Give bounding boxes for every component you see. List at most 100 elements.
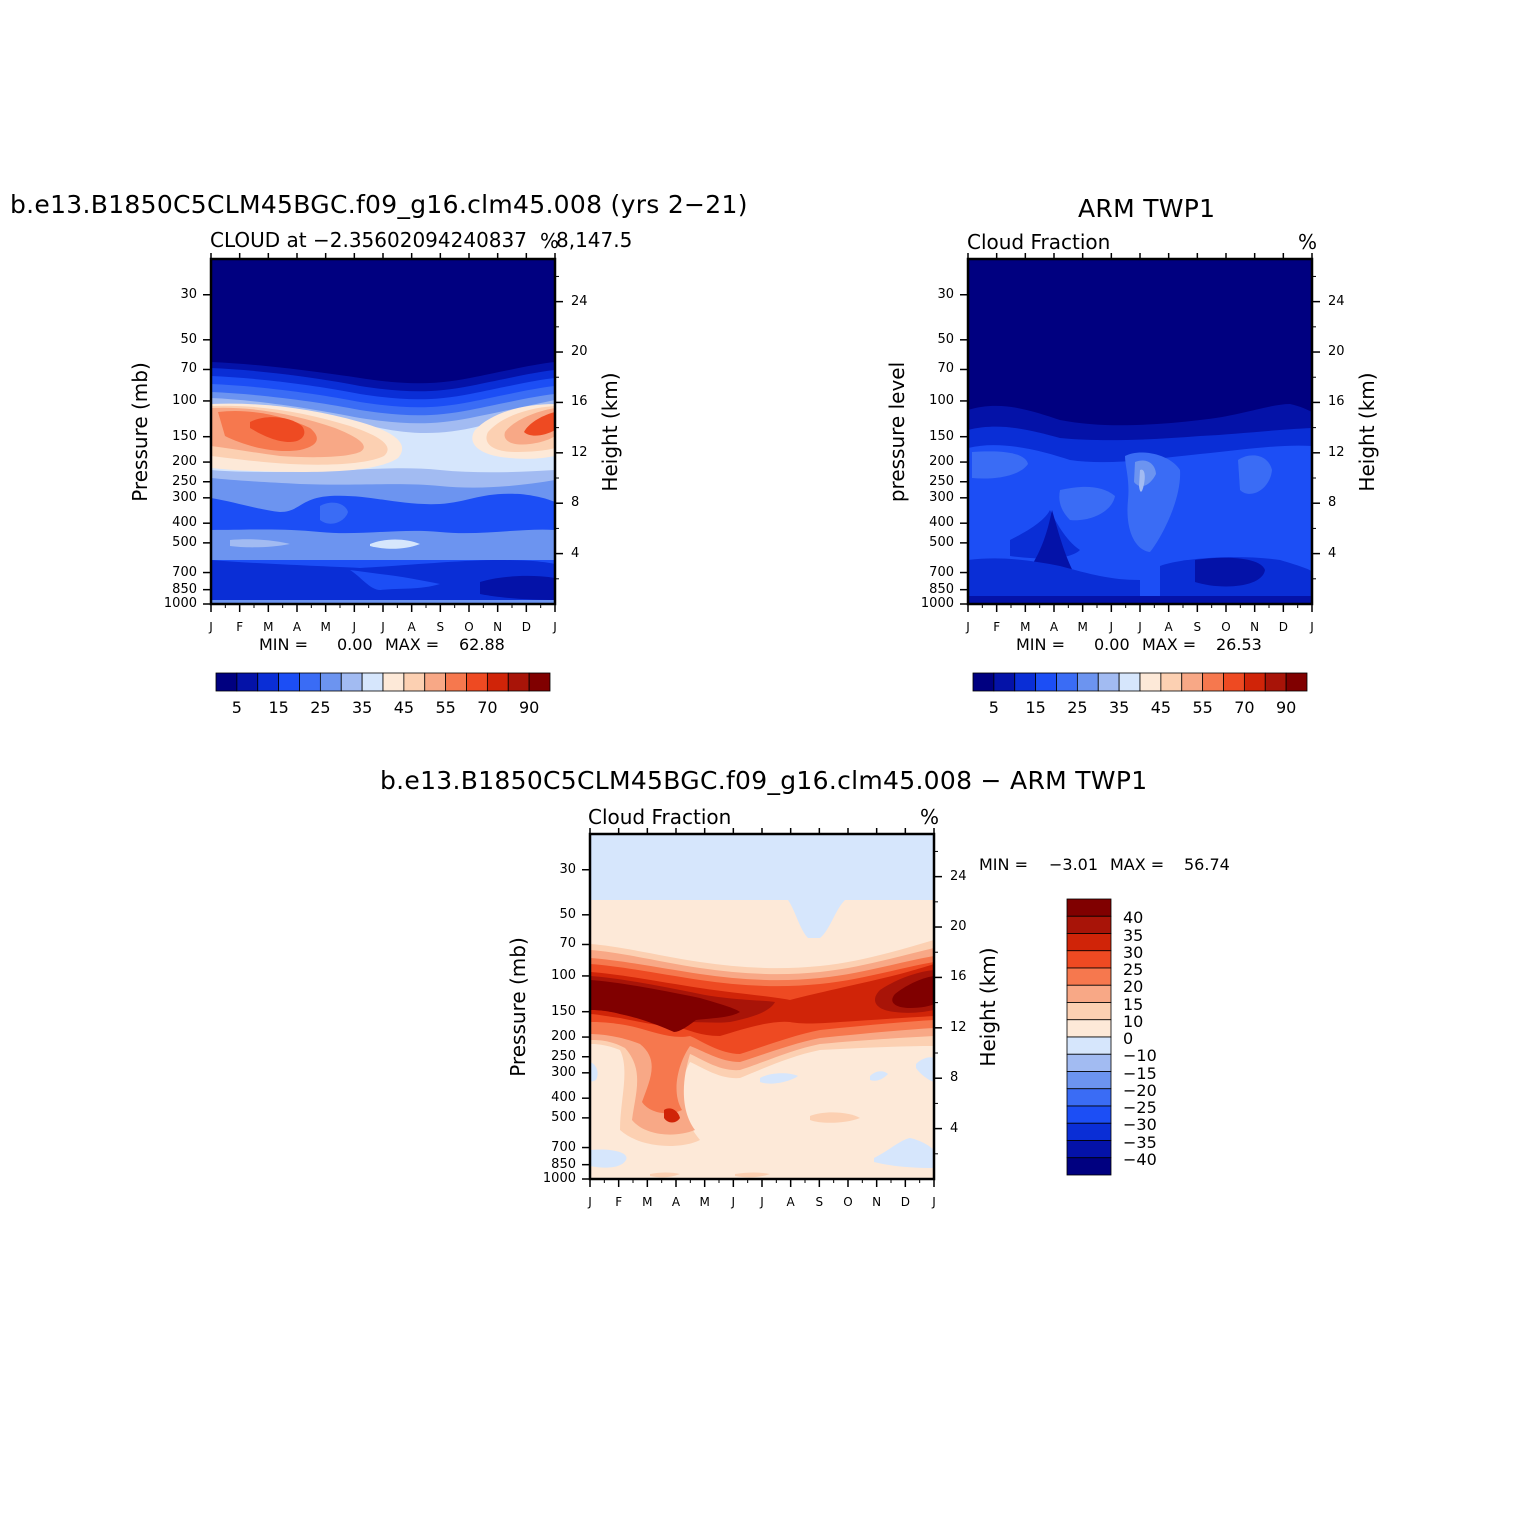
- diff-ytick-pressure-label: 150: [551, 1003, 576, 1019]
- diff-colorbar-swatch: [1066, 1140, 1112, 1159]
- model-ytick-pressure-label: 150: [172, 428, 197, 444]
- diff-fill-warm-9: [892, 976, 934, 1008]
- model-colorbar-swatch: [299, 672, 321, 692]
- diff-xtick-label: M: [642, 1195, 653, 1209]
- diff-ytick-pressure-label: 850: [551, 1156, 576, 1172]
- diff-colorbar-swatch: [1066, 933, 1112, 952]
- obs-fill-band-4: [972, 451, 1028, 479]
- diff-ytick-pressure-label: 500: [551, 1109, 576, 1125]
- obs-xtick-label: M: [1020, 620, 1031, 634]
- diff-colorbar-label: −20: [1123, 1080, 1157, 1100]
- diff-colorbar-label: −15: [1123, 1063, 1157, 1083]
- obs-colorbar-label: 70: [1234, 698, 1255, 717]
- diff-xtick-label: J: [731, 1195, 736, 1209]
- obs-xtick-label: M: [1077, 620, 1088, 634]
- obs-colorbar-swatch: [1118, 672, 1141, 692]
- diff-ytick-pressure-label: 30: [559, 861, 576, 877]
- diff-colorbar-swatch: [1066, 1088, 1112, 1107]
- obs-ytick-pressure-label: 1000: [920, 596, 954, 611]
- model-min-value: 0.00: [337, 635, 373, 654]
- obs-fill-band-8: [1139, 469, 1145, 492]
- diff-colorbar-label: −40: [1123, 1149, 1157, 1169]
- diff-fill-warm-11: [810, 1112, 860, 1123]
- model-panel-subtitle: CLOUD at −2.35602094240837: [210, 228, 527, 252]
- model-xtick-label: A: [407, 620, 416, 634]
- model-colorbar-swatch: [486, 672, 509, 692]
- diff-xtick-label: D: [900, 1195, 910, 1209]
- diff-ytick-height-label: 4: [950, 1120, 959, 1136]
- model-contour-field: [211, 259, 555, 604]
- obs-fill-surface: [968, 596, 1312, 604]
- diff-colorbar-swatch: [1066, 1157, 1112, 1176]
- obs-colorbar-swatch: [1097, 672, 1120, 692]
- model-ytick-height-label: 20: [571, 344, 588, 360]
- diff-max-label: MAX =: [1110, 855, 1165, 874]
- diff-colorbar-label: 40: [1123, 908, 1144, 928]
- obs-ytick-height-label: 24: [1328, 293, 1345, 309]
- model-xtick-label: J: [209, 620, 213, 634]
- obs-ytick-pressure-label: 850: [929, 581, 954, 597]
- model-ytick-pressure-label: 250: [172, 473, 197, 489]
- diff-colorbar-label: 20: [1123, 977, 1144, 997]
- obs-xtick-label: A: [1049, 620, 1059, 634]
- model-fill-surface: [211, 600, 555, 604]
- diff-colorbar-swatch: [1066, 1105, 1112, 1124]
- obs-xtick-label: D: [1278, 620, 1288, 634]
- obs-ytick-pressure-label: 500: [929, 534, 954, 550]
- diff-ytick-pressure-label: 400: [551, 1090, 576, 1106]
- model-ytick-pressure-label: 50: [180, 331, 197, 347]
- model-ytick-height-label: 4: [571, 545, 580, 561]
- obs-contour-field: [968, 259, 1312, 604]
- obs-xtick-label: F: [993, 620, 1001, 634]
- obs-xtick-label: O: [1221, 620, 1231, 634]
- model-colorbar-swatch: [257, 672, 280, 692]
- obs-colorbar-swatch: [1076, 672, 1099, 692]
- model-ytick-pressure-label: 500: [172, 534, 197, 550]
- obs-min-value: 0.00: [1094, 635, 1130, 654]
- model-colorbar-swatch: [528, 672, 551, 692]
- obs-xtick-label: N: [1250, 620, 1260, 634]
- model-ytick-pressure-label: 30: [180, 286, 197, 302]
- diff-fill-warm-12: [650, 1172, 680, 1178]
- diff-colorbar-swatch: [1066, 1122, 1112, 1141]
- model-ytick-height-label: 24: [571, 293, 588, 309]
- obs-colorbar-swatch: [993, 672, 1016, 692]
- obs-colorbar-swatch: [1264, 672, 1287, 692]
- model-fill-warm-9: [524, 412, 555, 436]
- diff-xtick-label: J: [588, 1195, 592, 1209]
- diff-panel-subtitle: Cloud Fraction: [588, 805, 732, 829]
- diff-fill-cool-3: [916, 1057, 934, 1082]
- obs-colorbar-swatch: [1139, 672, 1162, 692]
- model-colorbar-swatch: [424, 672, 447, 692]
- model-colorbar-swatch: [507, 672, 530, 692]
- model-colorbar-label: 25: [310, 698, 331, 717]
- diff-max-value: 56.74: [1184, 855, 1230, 874]
- model-colorbar-label: 70: [477, 698, 498, 717]
- model-colorbar-label: 5: [231, 698, 242, 717]
- diff-colorbar-label: −30: [1123, 1115, 1157, 1135]
- model-colorbar-label: 15: [268, 698, 289, 717]
- diff-xtick-label: O: [843, 1195, 853, 1209]
- obs-ytick-pressure-label: 100: [929, 392, 954, 408]
- model-xtick-label: A: [292, 620, 302, 634]
- model-colorbar-swatch: [319, 672, 342, 692]
- diff-ytick-pressure-label: 100: [551, 967, 576, 983]
- model-xtick-label: N: [493, 620, 503, 634]
- obs-xtick-label: S: [1193, 620, 1202, 634]
- diff-ytick-pressure-label: 200: [551, 1029, 576, 1045]
- model-colorbar-swatch: [466, 672, 488, 692]
- model-xtick-label: J: [381, 620, 385, 634]
- model-fill-lower-7: [480, 575, 555, 600]
- obs-xtick-label: J: [1109, 620, 1114, 634]
- diff-colorbar-label: −35: [1123, 1132, 1157, 1152]
- model-xtick-label: J: [553, 620, 557, 634]
- diff-xtick-label: F: [615, 1195, 623, 1209]
- obs-panel-title: ARM TWP1: [1078, 194, 1216, 223]
- diff-colorbar-swatch: [1066, 967, 1112, 986]
- obs-colorbar-label: 45: [1150, 698, 1172, 717]
- model-colorbar-swatch: [215, 672, 238, 692]
- diff-fill-top: [590, 834, 934, 938]
- obs-colorbar-swatch: [1202, 672, 1224, 692]
- obs-min-label: MIN =: [1016, 635, 1065, 654]
